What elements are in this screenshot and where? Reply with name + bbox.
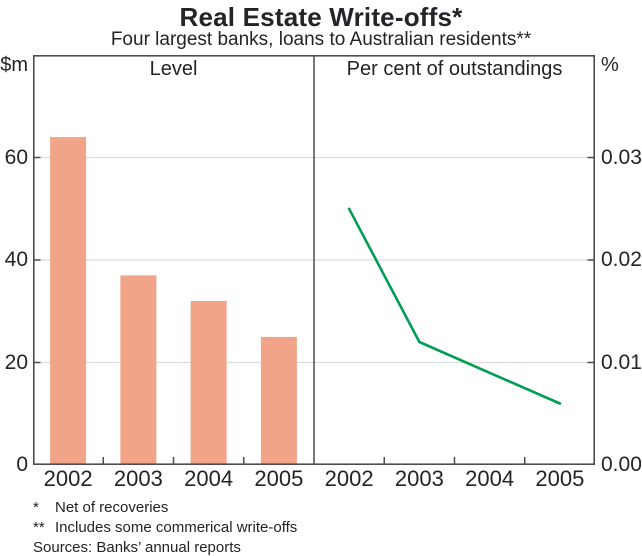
left-axis-tick-label: 0 [16, 453, 28, 476]
footnote-line: ** Includes some commerical write-offs [33, 518, 297, 538]
footnote-text: Sources: Banks’ annual reports [33, 539, 241, 556]
left-axis-unit: $m [0, 54, 28, 76]
right-axis-tick-label: 0.02 [601, 248, 642, 271]
x-axis-year-label: 2003 [113, 466, 163, 491]
x-axis-year-label: 2005 [254, 466, 304, 491]
footnote-line: * Net of recoveries [33, 498, 297, 518]
bar-2002 [50, 137, 87, 465]
right-axis-tick-label: 0.01 [601, 350, 642, 374]
left-axis-tick-label: 60 [4, 145, 28, 169]
plot-frame [33, 55, 596, 465]
left-panel-title: Level [149, 58, 198, 80]
footnotes: * Net of recoveries ** Includes some commer… [33, 498, 297, 556]
ratio-line [347, 207, 562, 405]
x-axis-year-label: 2005 [535, 466, 585, 491]
x-axis-year-label: 2003 [394, 466, 444, 491]
footnote-text: Includes some commerical write-offs [55, 519, 298, 536]
footnote-marker: ** [33, 519, 45, 536]
right-axis-tick-label: 0.03 [601, 145, 642, 169]
footnote-marker: * [33, 499, 39, 516]
right-panel-title: Per cent of outstandings [346, 58, 563, 80]
right-axis-unit: % [601, 54, 619, 76]
right-axis-tick-label: 0.00 [601, 453, 642, 476]
plot-canvas [33, 55, 596, 465]
footnote-text: Net of recoveries [55, 499, 169, 516]
bar-2003 [120, 275, 157, 465]
source-note: Sources: Banks’ annual reports [33, 538, 297, 556]
x-axis-year-label: 2004 [465, 466, 515, 491]
bar-2005 [260, 336, 297, 465]
chart-title: Real Estate Write-offs* [179, 2, 463, 32]
chart-subtitle: Four largest banks, loans to Australian … [110, 29, 532, 50]
left-axis-tick-label: 20 [4, 350, 28, 374]
x-axis-year-label: 2002 [324, 466, 374, 491]
x-axis-year-label: 2004 [184, 466, 234, 491]
plot-area [33, 55, 596, 465]
bar-2004 [190, 301, 227, 465]
x-axis-year-label: 2002 [43, 466, 93, 491]
left-axis-tick-label: 40 [4, 248, 28, 271]
